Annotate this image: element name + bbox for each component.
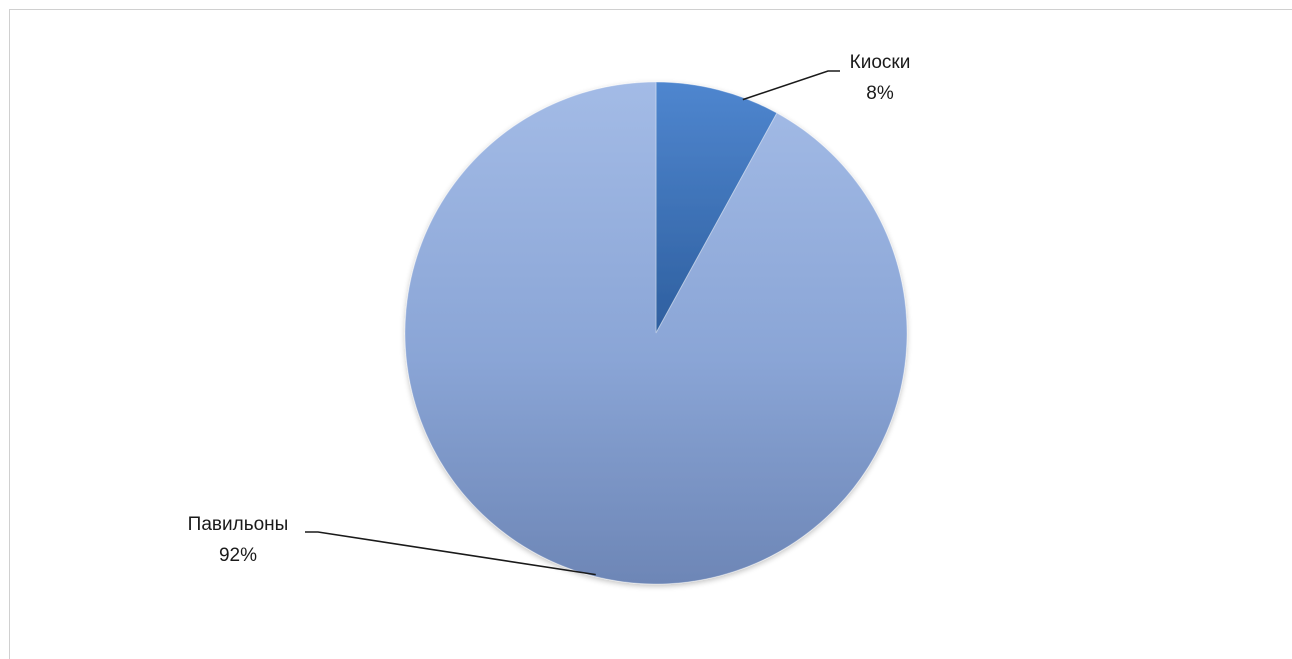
label-kiosks-value: 8% <box>866 83 894 104</box>
label-pavilions-value: 92% <box>219 545 257 566</box>
label-pavilions-name: Павильоны <box>188 514 289 535</box>
leader-line-pavilions <box>305 531 596 576</box>
pie-slice-kiosks <box>655 81 778 334</box>
label-kiosks-name: Киоски <box>850 52 911 73</box>
pie-slice-pavilions <box>404 81 908 585</box>
leader-line-kiosks <box>742 70 840 101</box>
